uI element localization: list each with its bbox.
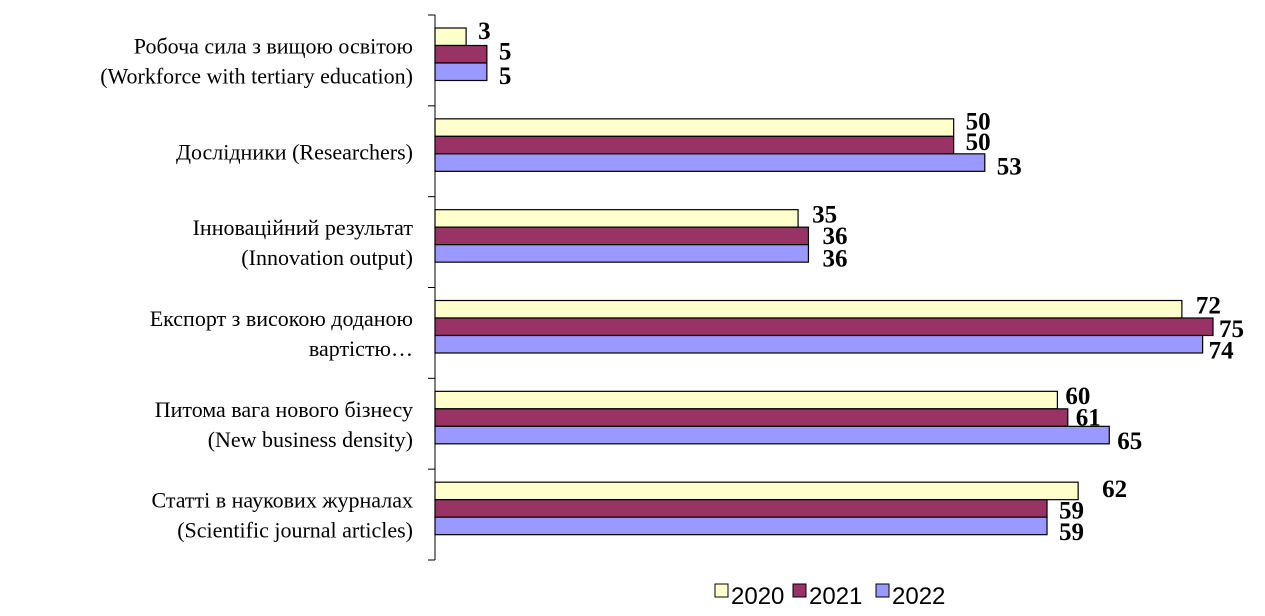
data-label-2020: 72: [1196, 292, 1221, 319]
bar-2022: [434, 425, 1110, 445]
legend: 2020 2021 2022: [714, 583, 945, 610]
bar-2020: [434, 118, 955, 137]
category-label: (Workforce with tertiary education): [100, 63, 413, 88]
bar-2021: [434, 226, 810, 246]
data-label-2022: 59: [1059, 519, 1084, 546]
bar-2020: [434, 299, 1183, 319]
data-label-2020: 35: [812, 201, 837, 228]
category-label: (Scientific journal articles): [177, 518, 413, 543]
data-label-2021: 36: [822, 223, 847, 250]
data-label-2022: 36: [822, 245, 847, 272]
category-label: Дослідники (Researchers): [176, 139, 413, 164]
bar-2021: [434, 408, 1069, 427]
data-label-2021: 5: [499, 38, 512, 65]
data-label-2022: 74: [1209, 337, 1235, 364]
bar-2021: [434, 44, 488, 64]
category-label: Робоча сила з вищою освітою: [134, 33, 413, 58]
bar-2020: [434, 481, 1079, 501]
bar-2021: [434, 499, 1048, 518]
legend-label-2021: 2021: [809, 583, 862, 610]
category-label: (Innovation output): [241, 245, 413, 270]
bar-2021: [434, 317, 1214, 337]
bar-2020: [434, 27, 467, 47]
category-label: Інноваційний результат: [193, 215, 414, 240]
bar-2022: [434, 244, 810, 263]
data-label-2020: 60: [1065, 383, 1090, 410]
data-label-2020: 62: [1102, 476, 1127, 503]
legend-swatch-2022: [875, 583, 890, 598]
data-label-2020: 3: [478, 18, 491, 45]
axis-layer: [428, 14, 436, 561]
bar-2020: [434, 209, 799, 228]
legend-swatch-2021: [792, 583, 807, 598]
bar-2022: [434, 516, 1048, 536]
bar-2022: [434, 334, 1204, 354]
category-label: Статті в наукових журналах: [151, 488, 413, 513]
legend-swatch-2020: [714, 583, 729, 598]
category-label: (New business density): [208, 427, 413, 452]
bar-2020: [434, 390, 1059, 410]
category-label: Питома вага нового бізнесу: [155, 397, 413, 422]
bar-2022: [434, 153, 986, 172]
data-label-2022: 53: [997, 154, 1022, 181]
legend-label-2020: 2020: [731, 583, 784, 610]
bar-2021: [434, 135, 955, 155]
bar-2022: [434, 62, 488, 82]
data-label-2021: 75: [1219, 316, 1244, 343]
data-label-2021: 50: [966, 129, 991, 156]
data-label-2022: 65: [1117, 428, 1142, 455]
bars-layer: [434, 27, 1214, 536]
category-label: Експорт з високою доданою: [150, 306, 413, 331]
data-label-2022: 5: [499, 63, 512, 90]
category-label: вартістю…: [309, 336, 413, 361]
data-label-2021: 61: [1076, 405, 1101, 432]
legend-label-2022: 2022: [892, 583, 945, 610]
data-label-2020: 50: [966, 109, 991, 136]
category-labels: Робоча сила з вищою освітою (Workforce wi…: [100, 33, 413, 542]
data-label-2021: 59: [1059, 497, 1084, 524]
